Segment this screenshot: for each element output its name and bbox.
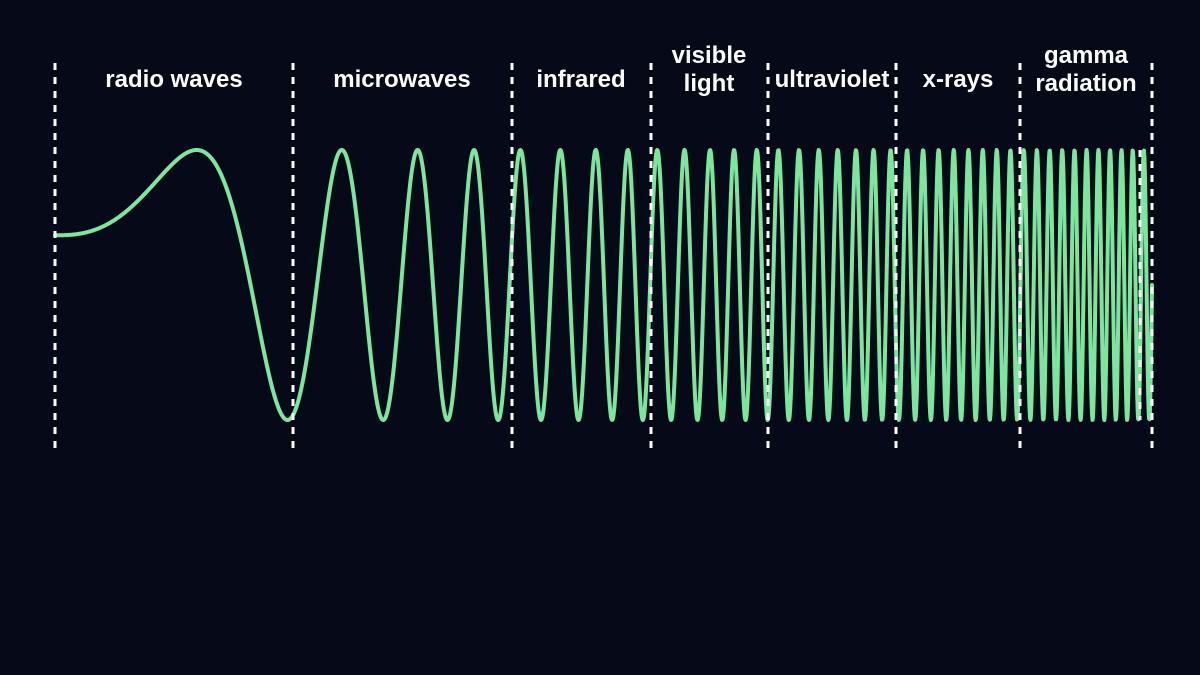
region-label-3: visible light <box>672 42 747 97</box>
em-spectrum-diagram: radio waves microwaves infrared visible lig… <box>0 0 1200 675</box>
region-label-5: x-rays <box>923 66 994 94</box>
region-label-0: radio waves <box>105 66 242 94</box>
region-label-2: infrared <box>536 66 625 94</box>
spectrum-svg <box>0 0 1200 675</box>
region-label-4: ultraviolet <box>775 66 890 94</box>
region-label-6: gamma radiation <box>1035 42 1136 97</box>
region-label-1: microwaves <box>333 66 470 94</box>
